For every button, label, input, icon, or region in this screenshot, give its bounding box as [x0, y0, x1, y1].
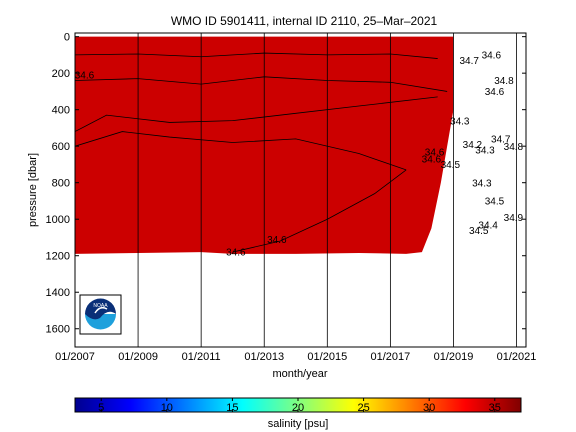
contour-label-17: 34.9: [504, 213, 524, 224]
contour-label-6: 34.7: [491, 135, 511, 146]
contour-label-1: 34.6: [425, 147, 445, 158]
y-tick-label-600: 600: [52, 141, 70, 153]
contour-line-3: [75, 131, 407, 171]
contour-label-5: 34.3: [475, 145, 495, 156]
contour-label-9: 34.7: [459, 56, 479, 67]
x-axis-label: month/year: [272, 368, 327, 380]
y-tick-label-200: 200: [52, 68, 70, 80]
colorbar-tick-label-30: 30: [423, 402, 435, 414]
year-gridlines: [75, 33, 517, 347]
x-tick-label-0: 01/2007: [55, 351, 95, 363]
x-tick-label-5: 01/2017: [371, 351, 411, 363]
colorbar-tick-label-35: 35: [489, 402, 501, 414]
plot-frame: [74, 32, 527, 348]
x-tick-label-6: 01/2019: [434, 351, 474, 363]
x-tick-label-1: 01/2009: [118, 351, 158, 363]
contour-label-18: 34.6: [226, 248, 246, 259]
y-tick-label-800: 800: [52, 178, 70, 190]
noaa-logo: NOAA: [79, 294, 122, 335]
colorbar-tick-label-10: 10: [161, 402, 173, 414]
y-tick-label-1400: 1400: [46, 287, 70, 299]
colorbar-tick-label-20: 20: [292, 402, 304, 414]
contour-label-11: 34.6: [482, 51, 502, 62]
y-tick-label-1600: 1600: [46, 324, 70, 336]
colorbar-tick-label-15: 15: [226, 402, 238, 414]
contour-label-14: 34.5: [485, 197, 505, 208]
svg-text:NOAA: NOAA: [93, 303, 108, 309]
contour-line-2: [75, 96, 438, 132]
x-tick-label-3: 01/2013: [244, 351, 284, 363]
contour-label-7: 34.8: [504, 142, 524, 153]
x-axis-ticks: 01/2007 01/2009 01/2011 01/2013 01/2015 01/20…: [55, 351, 536, 363]
contour-label-13: 34.3: [472, 178, 492, 189]
chart-title: WMO ID 5901411, internal ID 2110, 25–Mar…: [171, 14, 438, 28]
contour-label-4: 34.2: [463, 140, 483, 151]
colorbar-label: salinity [psu]: [268, 418, 329, 430]
y-tick-label-400: 400: [52, 105, 70, 117]
contour-label-8: 34.3: [450, 116, 470, 127]
x-tick-label-4: 01/2015: [307, 351, 347, 363]
y-axis-ticks: 0 200 400 600 800 1000 1200 1400 1600: [46, 32, 526, 336]
contour-label-10: 34.6: [485, 87, 505, 98]
contour-label-2: 34.6: [422, 155, 442, 166]
plot-area: 34.634.634.6 34.534.234.334.734.834.334.7…: [75, 33, 526, 347]
contour-label-16: 34.5: [469, 226, 489, 237]
colorbar-tick-label-5: 5: [98, 402, 104, 414]
contour-label-19: 34.6: [267, 235, 287, 246]
y-tick-label-1200: 1200: [46, 251, 70, 263]
y-tick-label-1000: 1000: [46, 214, 70, 226]
contour-label-0: 34.6: [75, 71, 95, 82]
colorbar-ticks: 5 10 15 20 25 30 35: [98, 398, 501, 414]
contour-label-12: 34.8: [494, 76, 514, 87]
contour-label-3: 34.5: [441, 160, 461, 171]
y-tick-label-0: 0: [64, 32, 70, 44]
x-tick-label-7: 01/2021: [497, 351, 537, 363]
colorbar: 5 10 15 20 25 30 35 salinity [psu]: [74, 397, 522, 430]
contour-label-15: 34.4: [478, 220, 498, 231]
x-tick-label-2: 01/2011: [182, 351, 221, 363]
colorbar-tick-label-25: 25: [357, 402, 369, 414]
y-axis-label: pressure [dbar]: [27, 153, 39, 227]
contour-labels: 34.634.634.6 34.534.234.334.734.834.334.7…: [75, 51, 524, 259]
